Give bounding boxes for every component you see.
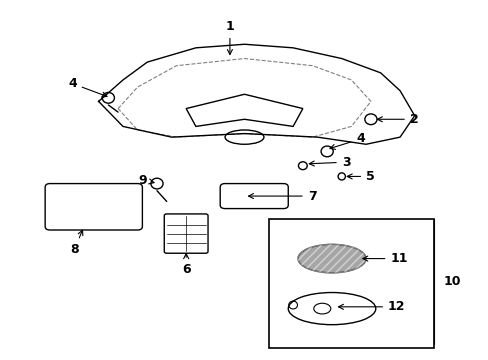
Text: 8: 8 [70,230,82,256]
Text: 5: 5 [346,170,374,183]
Text: 12: 12 [338,300,405,313]
Text: 4: 4 [68,77,107,97]
Text: 4: 4 [329,132,365,149]
Text: 10: 10 [443,275,460,288]
Text: 2: 2 [377,113,418,126]
Text: 11: 11 [362,252,407,265]
Text: 6: 6 [182,254,190,276]
Text: 3: 3 [308,156,350,168]
Ellipse shape [297,244,366,273]
Text: 9: 9 [138,174,154,186]
Text: 1: 1 [225,20,234,54]
Text: 7: 7 [248,190,316,203]
